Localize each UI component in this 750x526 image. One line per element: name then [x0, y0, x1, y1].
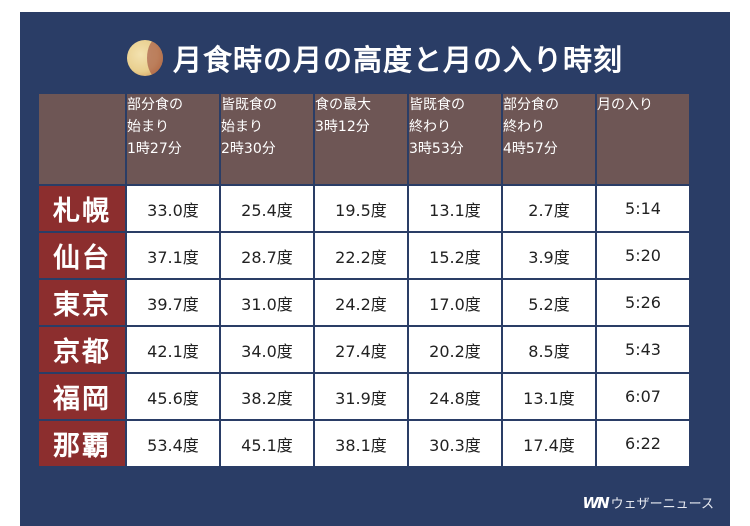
value-cell: 38.1度 — [313, 419, 409, 468]
header-line: 始まり — [221, 119, 263, 135]
infographic-card: 月食時の月の高度と月の入り時刻 部分食の 始まり 1時27分 皆既食の 始まり … — [20, 12, 730, 526]
city-label: 福岡 — [37, 372, 127, 421]
header-line: 始まり — [127, 119, 169, 135]
city-label: 那覇 — [37, 419, 127, 468]
value-cell: 34.0度 — [219, 325, 315, 374]
value-cell: 5:20 — [595, 231, 691, 280]
value-cell: 25.4度 — [219, 184, 315, 233]
page-title: 月食時の月の高度と月の入り時刻 — [172, 43, 623, 77]
city-label: 京都 — [37, 325, 127, 374]
table-row: 札幌 33.0度 25.4度 19.5度 13.1度 2.7度 5:14 — [37, 184, 691, 233]
table-row: 東京 39.7度 31.0度 24.2度 17.0度 5.2度 5:26 — [37, 278, 691, 327]
column-header-partial-start: 部分食の 始まり 1時27分 — [125, 92, 221, 186]
table-row: 福岡 45.6度 38.2度 31.9度 24.8度 13.1度 6:07 — [37, 372, 691, 421]
header-row: 部分食の 始まり 1時27分 皆既食の 始まり 2時30分 食の最大 3時12分… — [37, 92, 691, 186]
brand-watermark: WN ウェザーニュース — [582, 493, 714, 513]
header-line: 食の最大 — [315, 97, 371, 113]
moon-icon — [126, 40, 163, 76]
header-line: 1時27分 — [127, 141, 182, 157]
header-line: 3時53分 — [409, 141, 464, 157]
brand-name: ウェザーニュース — [610, 497, 714, 512]
header-line: 終わり — [503, 119, 545, 135]
value-cell: 15.2度 — [407, 231, 503, 280]
value-cell: 53.4度 — [125, 419, 221, 468]
value-cell: 27.4度 — [313, 325, 409, 374]
table-row: 那覇 53.4度 45.1度 38.1度 30.3度 17.4度 6:22 — [37, 419, 691, 468]
city-label: 仙台 — [37, 231, 127, 280]
header-line: 部分食の — [127, 97, 183, 113]
value-cell: 13.1度 — [407, 184, 503, 233]
header-line: 3時12分 — [315, 119, 370, 135]
value-cell: 2.7度 — [501, 184, 597, 233]
header-line: 2時30分 — [221, 141, 276, 157]
value-cell: 5:26 — [595, 278, 691, 327]
column-header-partial-end: 部分食の 終わり 4時57分 — [501, 92, 597, 186]
value-cell: 42.1度 — [125, 325, 221, 374]
value-cell: 24.2度 — [313, 278, 409, 327]
title-row: 月食時の月の高度と月の入り時刻 — [20, 36, 730, 80]
header-line: 4時57分 — [503, 141, 558, 157]
header-line: 皆既食の — [409, 97, 465, 113]
column-header-moonset: 月の入り — [595, 92, 691, 186]
city-label: 東京 — [37, 278, 127, 327]
value-cell: 20.2度 — [407, 325, 503, 374]
header-line: 終わり — [409, 119, 451, 135]
value-cell: 17.4度 — [501, 419, 597, 468]
value-cell: 22.2度 — [313, 231, 409, 280]
value-cell: 33.0度 — [125, 184, 221, 233]
column-header-maximum: 食の最大 3時12分 — [313, 92, 409, 186]
value-cell: 31.0度 — [219, 278, 315, 327]
value-cell: 5:14 — [595, 184, 691, 233]
table-row: 仙台 37.1度 28.7度 22.2度 15.2度 3.9度 5:20 — [37, 231, 691, 280]
column-header-total-start: 皆既食の 始まり 2時30分 — [219, 92, 315, 186]
corner-cell — [37, 92, 127, 186]
table-row: 京都 42.1度 34.0度 27.4度 20.2度 8.5度 5:43 — [37, 325, 691, 374]
value-cell: 13.1度 — [501, 372, 597, 421]
value-cell: 39.7度 — [125, 278, 221, 327]
value-cell: 3.9度 — [501, 231, 597, 280]
header-line: 皆既食の — [221, 97, 277, 113]
brand-logo: WN — [582, 493, 610, 512]
eclipse-table: 部分食の 始まり 1時27分 皆既食の 始まり 2時30分 食の最大 3時12分… — [37, 92, 691, 468]
value-cell: 38.2度 — [219, 372, 315, 421]
value-cell: 31.9度 — [313, 372, 409, 421]
header-line: 部分食の — [503, 97, 559, 113]
value-cell: 8.5度 — [501, 325, 597, 374]
city-label: 札幌 — [37, 184, 127, 233]
value-cell: 5:43 — [595, 325, 691, 374]
value-cell: 6:07 — [595, 372, 691, 421]
value-cell: 5.2度 — [501, 278, 597, 327]
value-cell: 28.7度 — [219, 231, 315, 280]
column-header-total-end: 皆既食の 終わり 3時53分 — [407, 92, 503, 186]
header-line: 月の入り — [597, 97, 653, 113]
value-cell: 45.6度 — [125, 372, 221, 421]
value-cell: 30.3度 — [407, 419, 503, 468]
value-cell: 6:22 — [595, 419, 691, 468]
value-cell: 19.5度 — [313, 184, 409, 233]
value-cell: 45.1度 — [219, 419, 315, 468]
value-cell: 24.8度 — [407, 372, 503, 421]
value-cell: 37.1度 — [125, 231, 221, 280]
value-cell: 17.0度 — [407, 278, 503, 327]
